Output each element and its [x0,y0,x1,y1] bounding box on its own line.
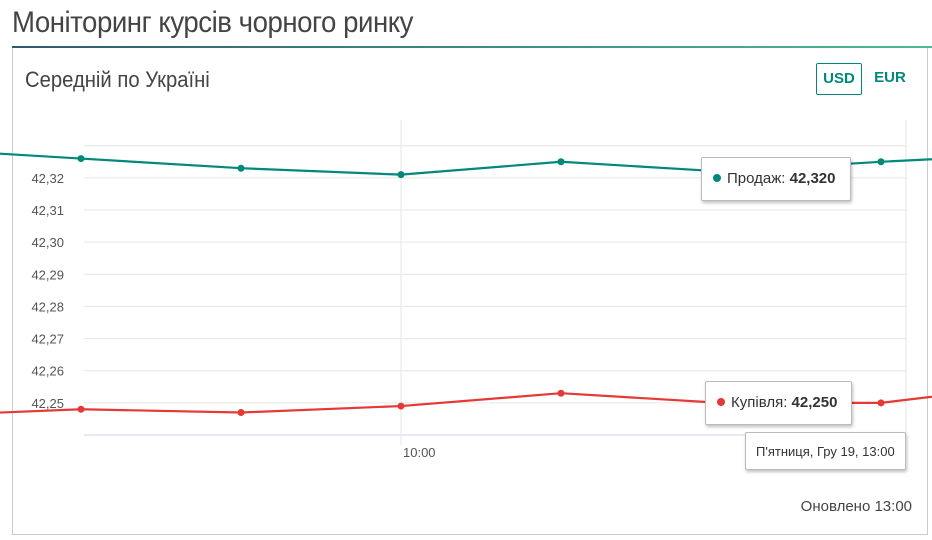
sell-point [237,164,245,172]
sell-point [397,171,405,179]
y-tick-label: 42,31 [31,203,64,218]
buy-tooltip-label: Купівля: [731,394,788,411]
chart-card [12,48,928,535]
date-tooltip: П'ятниця, Гру 19, 13:00 [745,432,906,470]
buy-point [77,405,85,413]
buy-point [877,399,885,407]
buy-point [557,389,565,397]
y-tick-label: 42,32 [31,171,64,186]
sell-tooltip-value: 42,320 [789,170,836,187]
buy-point [237,409,245,416]
sell-point [557,158,565,166]
currency-eur-button[interactable]: EUR [874,69,906,86]
y-tick-label: 42,25 [31,396,64,411]
buy-tooltip-value: 42,250 [791,394,838,411]
y-tick-label: 42,26 [31,364,64,379]
y-tick-label: 42,30 [31,235,64,250]
buy-tooltip: Купівля: 42,250 [705,381,853,425]
updated-time: Оновлено 13:00 [800,498,912,515]
card-subtitle: Середній по Україні [25,67,210,92]
y-tick-label: 42,28 [31,299,64,314]
sell-legend-dot [713,174,721,182]
sell-tooltip: Продаж: 42,320 [701,157,851,201]
currency-usd-button[interactable]: USD [816,63,862,95]
y-tick-label: 42,29 [31,267,64,282]
sell-point [877,158,885,166]
date-tooltip-text: П'ятниця, Гру 19, 13:00 [756,444,895,459]
sell-tooltip-label: Продаж: [727,170,786,187]
buy-legend-dot [717,398,725,406]
y-tick-label: 42,27 [31,332,64,347]
buy-point [397,402,405,410]
title-divider [12,46,932,48]
x-tick-label: 10:00 [403,445,436,460]
page-title: Моніторинг курсів чорного ринку [12,6,414,39]
sell-point [77,155,85,163]
